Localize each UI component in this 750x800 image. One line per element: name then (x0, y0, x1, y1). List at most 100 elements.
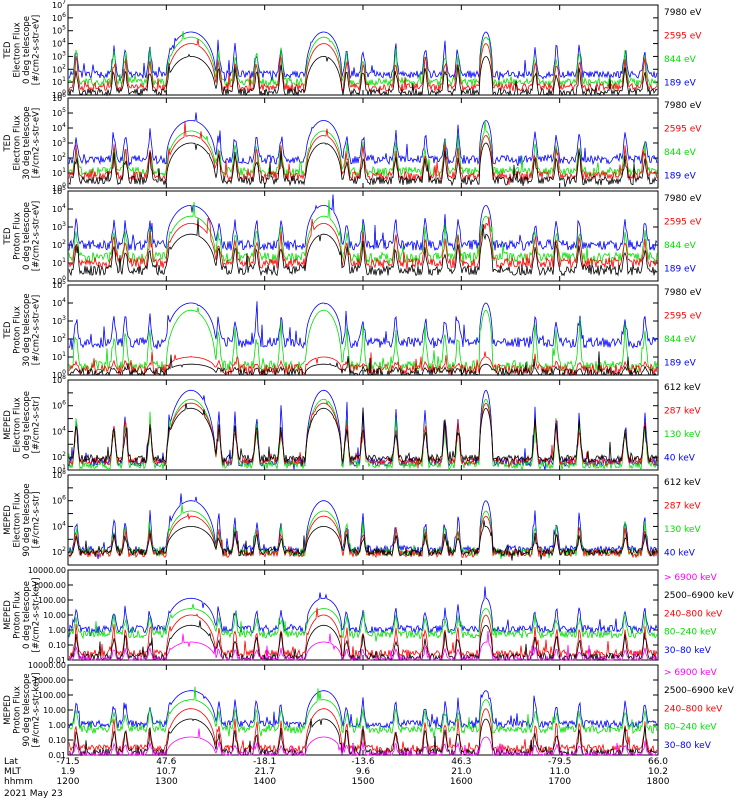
y-tick-label: 104 (52, 203, 66, 214)
y-axis-label: MEPED (3, 695, 13, 725)
y-tick-label: 102 (52, 333, 66, 344)
series-line (68, 690, 658, 730)
y-axis-label: [#/cm2-s-str-keV] (32, 673, 42, 748)
series-line (68, 218, 658, 277)
y-tick-label: 105 (52, 25, 66, 36)
y-tick-label: 105 (52, 279, 66, 290)
legend-entry: 130 keV (664, 430, 701, 440)
y-tick-label: 0.10 (48, 736, 66, 745)
series-line (68, 39, 658, 95)
x-tick-label-mlt: 9.6 (356, 767, 371, 777)
legend-entry: 7980 eV (664, 8, 702, 18)
y-axis-label: Electron Flux (13, 22, 23, 77)
legend-entry: 844 eV (664, 55, 697, 65)
legend-entry: 130 keV (664, 525, 701, 535)
legend-entry: 2595 eV (664, 31, 702, 41)
y-tick-label: 100 (52, 89, 66, 100)
y-axis-label: MEPED (3, 505, 13, 535)
y-tick-label: 101 (52, 257, 66, 268)
series-line (68, 121, 658, 185)
legend-entry: 2595 eV (664, 311, 702, 321)
x-tick-label-lat: 47.6 (156, 757, 176, 767)
legend-entry: 240–800 keV (664, 609, 723, 619)
y-axis-label: TED (3, 134, 13, 153)
legend-entry: 80–240 keV (664, 723, 717, 733)
series-line (68, 603, 658, 642)
y-tick-label: 108 (52, 469, 66, 480)
legend-entry: 287 keV (664, 501, 701, 511)
y-axis-label: [#/cm2-s-str-eV] (32, 108, 42, 178)
legend-entry: 844 eV (664, 148, 697, 158)
y-axis-label: Electron Flux (13, 397, 23, 452)
y-tick-label: 104 (52, 425, 66, 436)
y-axis-label: MEPED (3, 410, 13, 440)
series-line (68, 307, 658, 373)
series-line (68, 403, 658, 467)
series-line (68, 493, 658, 560)
y-tick-label: 104 (52, 38, 66, 49)
xaxis-row-label-mlt: MLT (4, 767, 22, 777)
legend-entry: 7980 eV (664, 101, 702, 111)
y-axis-label: MEPED (3, 600, 13, 630)
legend-entry: 40 keV (664, 548, 696, 558)
series-line (68, 301, 658, 350)
x-tick-label-lat: -13.6 (351, 757, 375, 767)
y-tick-label: 101 (52, 351, 66, 362)
legend-entry: 612 keV (664, 383, 701, 393)
y-axis-label: 0 deg telescope (22, 16, 32, 84)
series-line (68, 31, 658, 91)
y-tick-label: 106 (52, 92, 66, 103)
legend-entry: 844 eV (664, 241, 697, 251)
y-tick-label: 107 (52, 0, 66, 10)
x-tick-label-hhmm: 1500 (352, 777, 375, 787)
series-line (68, 520, 658, 561)
series-line (68, 216, 658, 270)
legend-entry: 189 eV (664, 264, 697, 274)
y-axis-label: [#/cm2-s-str] (32, 492, 42, 549)
xaxis-row-label-hhmm: hhmm (4, 777, 33, 787)
y-axis-label: [#/cm2-s-str-keV] (32, 578, 42, 653)
y-tick-label: 104 (52, 297, 66, 308)
y-tick-label: 102 (52, 546, 66, 557)
legend-entry: 80–240 keV (664, 628, 717, 638)
y-tick-label: 105 (52, 185, 66, 196)
legend-entry: 2500–6900 keV (664, 686, 735, 696)
series-line (68, 31, 658, 82)
series-line (68, 630, 658, 662)
y-tick-label: 104 (52, 122, 66, 133)
y-axis-label: [#/cm2-s-str-eV] (32, 295, 42, 365)
series-line (68, 607, 658, 661)
y-axis-label: 30 deg telescope (22, 293, 32, 366)
y-axis-label: 0 deg telescope (22, 391, 32, 459)
x-tick-label-lat: 46.3 (451, 757, 471, 767)
y-tick-label: 100.00 (38, 596, 66, 605)
y-tick-label: 106 (52, 400, 66, 411)
x-tick-label-hhmm: 1400 (253, 777, 276, 787)
y-axis-label: TED (3, 227, 13, 246)
y-tick-label: 10000.00 (28, 566, 66, 575)
y-tick-label: 101 (52, 76, 66, 87)
y-tick-label: 10000.00 (28, 661, 66, 670)
legend-entry: 612 keV (664, 478, 701, 488)
y-axis-label: 90 deg telescope (22, 673, 32, 746)
panel-p3: 100 101 102 103 104 105 TED Proton Flux 0 deg te… (3, 185, 702, 286)
panel-p7: 0.01 0.10 1.00 10.00 100.00 1000.00 10000.00 ME… (3, 566, 735, 665)
y-axis-label: Proton Flux (13, 686, 23, 734)
y-tick-label: 105 (52, 107, 66, 118)
x-tick-label-hhmm: 1800 (647, 777, 670, 787)
legend-entry: 2595 eV (664, 124, 702, 134)
y-tick-label: 100 (52, 369, 66, 380)
x-tick-label-mlt: 21.0 (451, 767, 471, 777)
panel-p5: 101 102 104 106 108 MEPED Electron Flux 0 deg t… (3, 374, 701, 475)
x-tick-label-lat: 66.0 (648, 757, 668, 767)
x-tick-label-lat: -71.5 (56, 757, 79, 767)
y-axis-label: Proton Flux (13, 306, 23, 354)
y-tick-label: 102 (52, 451, 66, 462)
x-tick-label-hhmm: 1600 (450, 777, 473, 787)
y-axis-label: [#/cm2-s-str] (32, 397, 42, 454)
panel-p8: 0.01 0.10 1.00 10.00 100.00 1000.00 10000.00 ME… (3, 661, 735, 760)
y-tick-label: 103 (52, 221, 66, 232)
y-tick-label: 102 (52, 63, 66, 74)
